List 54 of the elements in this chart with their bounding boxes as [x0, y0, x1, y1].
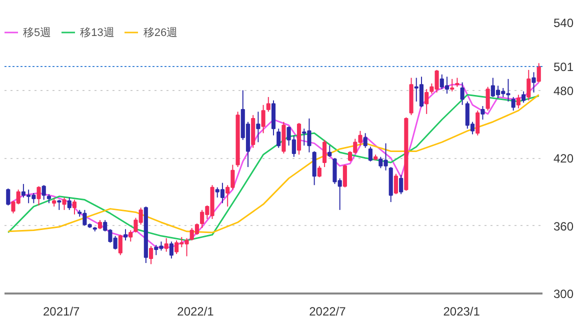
y-tick-label: 360: [554, 219, 574, 234]
candlestick: [450, 78, 454, 92]
legend-label: 移5週: [23, 26, 52, 40]
candlestick: [399, 174, 404, 195]
candlestick: [516, 94, 520, 109]
candlestick: [317, 165, 322, 178]
candlestick: [36, 186, 41, 206]
candlestick: [486, 86, 490, 112]
legend-label: 移26週: [143, 26, 178, 40]
candlestick: [328, 145, 332, 158]
candlestick: [363, 132, 368, 148]
candlestick: [67, 197, 72, 210]
candlestick: [322, 139, 327, 168]
candlestick: [118, 234, 122, 256]
candlestick: [511, 96, 516, 112]
candlestick: [256, 111, 260, 143]
x-tick-label: 2022/1: [177, 304, 214, 318]
candlestick: [164, 238, 168, 252]
candlestick: [149, 246, 154, 265]
candlestick: [72, 199, 77, 215]
candlestick: [424, 88, 429, 114]
candlestick: [536, 62, 541, 83]
candlestick: [312, 150, 316, 186]
candlestick: [123, 228, 128, 241]
candlestick: [342, 164, 347, 188]
candlestick: [276, 128, 281, 148]
candlestick: [46, 194, 51, 204]
candlestick: [266, 96, 270, 112]
candlestick: [42, 184, 46, 200]
candlestick: [128, 230, 133, 242]
y-tick-label: 300: [554, 287, 574, 301]
candlestick: [480, 106, 485, 120]
candlestick: [460, 82, 464, 106]
candlestick: [455, 77, 460, 88]
candlestick: [98, 220, 102, 230]
candlestick: [57, 199, 62, 210]
candlestick: [261, 104, 266, 134]
y-tick-label: 480: [554, 84, 574, 98]
candlestick: [62, 197, 66, 210]
x-tick-label: 2021/7: [43, 304, 80, 318]
legend-label: 移13週: [80, 26, 114, 40]
y-tick-label: 540: [554, 16, 574, 30]
candlestick: [368, 146, 372, 162]
x-tick-label: 2022/7: [309, 304, 346, 318]
candlestick: [532, 72, 536, 94]
x-tick-label: 2023/1: [443, 304, 480, 318]
candlestick: [394, 173, 398, 195]
candlestick: [169, 241, 174, 259]
candlestick: [526, 69, 531, 101]
y-tick-label: 420: [554, 152, 574, 166]
candlestick: [6, 188, 10, 206]
candlestick: [522, 90, 526, 104]
candlestick: [476, 110, 480, 136]
ref-line-label: 501: [554, 60, 574, 74]
